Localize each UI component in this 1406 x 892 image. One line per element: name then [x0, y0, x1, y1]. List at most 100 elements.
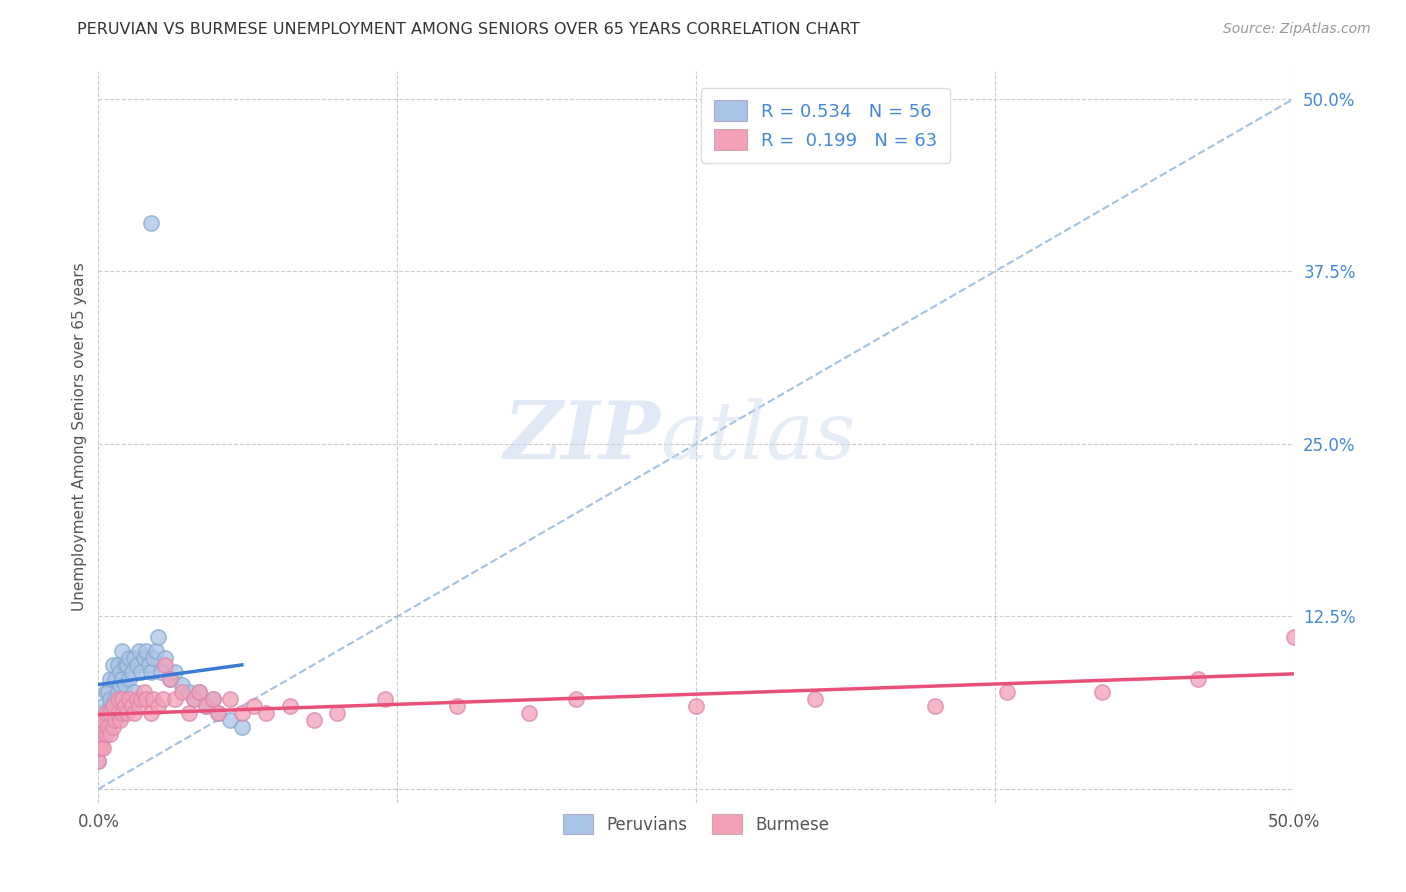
Point — [107, 706, 129, 720]
Point — [995, 685, 1018, 699]
Point — [142, 692, 165, 706]
Point — [124, 706, 146, 720]
Point — [278, 699, 301, 714]
Point — [152, 692, 174, 706]
Point — [94, 685, 117, 699]
Legend: Peruvians, Burmese: Peruvians, Burmese — [554, 806, 838, 842]
Point — [243, 699, 266, 714]
Point — [202, 692, 225, 706]
Point — [155, 657, 177, 672]
Point — [219, 692, 242, 706]
Point — [139, 706, 162, 720]
Point — [159, 672, 181, 686]
Text: PERUVIAN VS BURMESE UNEMPLOYMENT AMONG SENIORS OVER 65 YEARS CORRELATION CHART: PERUVIAN VS BURMESE UNEMPLOYMENT AMONG S… — [77, 22, 860, 37]
Point — [118, 692, 141, 706]
Point — [187, 685, 209, 699]
Point — [142, 651, 165, 665]
Point — [132, 685, 155, 699]
Point — [172, 685, 194, 699]
Point — [148, 699, 170, 714]
Point — [145, 644, 167, 658]
Point — [148, 630, 170, 644]
Point — [108, 665, 131, 679]
Point — [87, 740, 110, 755]
Point — [124, 685, 146, 699]
Point — [111, 706, 134, 720]
Point — [111, 644, 134, 658]
Point — [125, 657, 148, 672]
Point — [104, 672, 127, 686]
Point — [179, 706, 201, 720]
Point — [1282, 630, 1305, 644]
Point — [685, 699, 707, 714]
Point — [108, 678, 131, 692]
Point — [91, 699, 114, 714]
Point — [446, 699, 468, 714]
Point — [90, 740, 112, 755]
Point — [87, 727, 110, 741]
Point — [172, 678, 194, 692]
Point — [90, 733, 112, 747]
Point — [114, 699, 136, 714]
Point — [87, 740, 110, 755]
Point — [94, 727, 117, 741]
Point — [97, 685, 120, 699]
Point — [135, 692, 157, 706]
Point — [101, 699, 124, 714]
Point — [90, 727, 112, 741]
Point — [108, 713, 131, 727]
Point — [139, 665, 162, 679]
Point — [94, 713, 117, 727]
Point — [128, 699, 150, 714]
Point — [131, 692, 153, 706]
Point — [804, 692, 827, 706]
Point — [131, 665, 153, 679]
Point — [87, 720, 110, 734]
Point — [302, 713, 325, 727]
Point — [207, 706, 229, 720]
Point — [326, 706, 349, 720]
Point — [91, 740, 114, 755]
Point — [202, 692, 225, 706]
Point — [565, 692, 588, 706]
Point — [115, 657, 138, 672]
Point — [104, 713, 127, 727]
Text: Source: ZipAtlas.com: Source: ZipAtlas.com — [1223, 22, 1371, 37]
Point — [231, 706, 253, 720]
Point — [90, 706, 112, 720]
Point — [183, 692, 205, 706]
Point — [107, 692, 129, 706]
Point — [115, 706, 138, 720]
Point — [139, 216, 162, 230]
Point — [107, 657, 129, 672]
Point — [118, 651, 141, 665]
Point — [219, 713, 242, 727]
Point — [1091, 685, 1114, 699]
Point — [87, 713, 110, 727]
Point — [132, 651, 155, 665]
Point — [374, 692, 396, 706]
Point — [155, 651, 177, 665]
Point — [924, 699, 946, 714]
Point — [517, 706, 540, 720]
Point — [187, 685, 209, 699]
Point — [125, 692, 148, 706]
Point — [94, 706, 117, 720]
Point — [138, 657, 160, 672]
Point — [183, 692, 205, 706]
Point — [107, 685, 129, 699]
Point — [179, 685, 201, 699]
Point — [97, 720, 120, 734]
Point — [98, 692, 122, 706]
Point — [149, 665, 172, 679]
Point — [101, 657, 124, 672]
Point — [207, 706, 229, 720]
Point — [1187, 672, 1209, 686]
Point — [98, 727, 122, 741]
Point — [97, 706, 120, 720]
Text: atlas: atlas — [661, 399, 855, 475]
Point — [159, 672, 181, 686]
Point — [111, 672, 134, 686]
Point — [114, 678, 136, 692]
Point — [231, 720, 253, 734]
